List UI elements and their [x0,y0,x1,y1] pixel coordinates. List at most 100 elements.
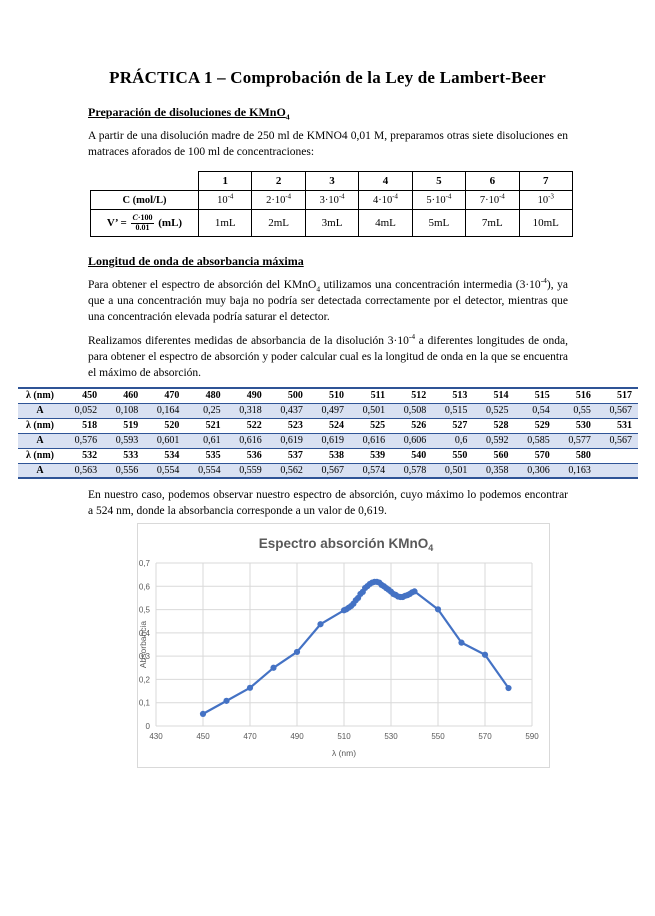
wavelength-value: 536 [226,448,268,463]
paragraph-text: Para obtener el espectro de absorción de… [88,279,317,291]
heading-subscript: 4 [285,112,290,122]
absorbance-value: 0,55 [573,405,591,416]
concentration-value: 4·10-4 [358,190,413,210]
data-point-marker [270,664,277,671]
absorbance-value: 0,562 [280,464,303,476]
absorbance-row-label: A [36,464,44,476]
wavelength-value: 480 [185,388,227,403]
volume-values-row: V’ = C·100 0.01 (mL) 1mL 2mL 3mL 4mL 5mL 7mL 10… [90,209,574,237]
absorbance-value: 0,574 [362,464,386,476]
wavelength-value: 530 [555,418,597,433]
absorption-paragraph-2: Realizamos diferentes medidas de absorba… [88,333,568,381]
y-tick-label: 0,1 [139,699,151,708]
absorbance-value [597,463,638,478]
data-point-marker [505,684,512,692]
volume-value: 2mL [251,209,306,237]
wavelength-value: 450 [62,388,104,403]
absorbance-value: 0,585 [527,435,550,446]
wavelength-value: 538 [308,448,350,463]
fraction-denominator: 0.01 [135,222,150,232]
x-axis-title: λ (nm) [332,748,356,758]
wavelength-value: 527 [432,418,474,433]
wavelength-value: 521 [185,418,227,433]
chemical-subscript: 4 [316,284,321,294]
data-point-marker [434,606,442,613]
exponent: -4 [540,276,547,286]
concentration-value: 3·10-4 [304,190,360,210]
conc-values-row: C (mol/L) 10-4 2·10-4 3·10-4 4·10-4 5·10-4 7·… [90,190,574,210]
wavelength-value: 550 [432,448,474,463]
absorbance-row: A 0,576 0,593 0,601 0,61 0,616 0,619 0,619 0,616… [18,433,638,448]
absorbance-value: 0,437 [280,405,303,416]
wavelength-value: 531 [596,418,638,433]
paragraph-text: Realizamos diferentes medidas de absorba… [88,335,409,347]
volume-value: 1mL [197,209,253,237]
volume-value: 7mL [465,209,520,237]
y-tick-label: 0 [146,722,151,731]
blank-cell [90,171,199,191]
wavelength-value: 500 [267,388,309,403]
absorbance-row-label: A [36,405,44,416]
wavelength-value: 532 [62,448,104,463]
result-paragraph: En nuestro caso, podemos observar nuestr… [88,489,568,517]
absorbance-value: 0,358 [486,464,509,476]
paragraph-text: ), ya que a una concentración muy baja n… [88,279,568,323]
conc-row-label: C (mol/L) [90,190,199,210]
wavelength-value: 460 [103,388,145,403]
column-header: 5 [411,171,467,191]
absorbance-value: 0,563 [74,464,98,476]
absorbance-row: A 0,052 0,108 0,164 0,25 0,318 0,437 0,497 0,501… [18,403,638,418]
y-tick-label: 0,5 [139,606,151,615]
fraction-numerator: C·100 [131,212,154,224]
data-point-marker [317,621,324,628]
absorbance-value: 0,619 [280,435,303,446]
wavelength-value: 515 [514,388,556,403]
absorbance-value: 0,508 [403,405,427,416]
prep-section-heading: Preparación de disoluciones de KMnO4 [88,105,567,122]
y-tick-label: 0,7 [139,559,151,568]
concentration-value: 7·10-4 [465,190,520,210]
wavelength-value: 516 [555,388,597,403]
absorbance-value: 0,108 [115,405,139,416]
wavelength-value: 533 [103,448,145,463]
wavelength-value: 570 [514,448,556,463]
absorbance-value: 0,052 [74,405,98,416]
wavelength-row-label: λ (nm) [18,448,62,463]
wavelength-value: 524 [308,418,350,433]
wavelength-row: λ (nm) 518 519 520 521 522 523 524 525 526 527 528 5… [18,418,638,433]
y-tick-label: 0,6 [139,582,151,591]
wavelength-value: 523 [267,418,309,433]
x-tick-label: 530 [384,732,398,741]
y-axis-title: Absorbancia [138,621,148,669]
wavelength-value: 519 [103,418,145,433]
wavelength-value [596,448,638,463]
absorbance-row: A 0,563 0,556 0,554 0,554 0,559 0,562 0,567 0,57… [18,463,638,478]
volume-value: 3mL [304,209,360,237]
column-header: 2 [251,171,306,191]
wavelength-value: 470 [144,388,186,403]
wavelength-value: 520 [144,418,186,433]
volume-formula-fraction: C·100 0.01 [131,212,154,233]
absorbance-value: 0,318 [239,405,262,416]
absorbance-value: 0,554 [156,464,180,476]
wavelength-value: 534 [144,448,186,463]
absorbance-value: 0,25 [203,405,221,416]
volume-value: 4mL [358,209,413,237]
data-point-marker [223,697,230,704]
volume-value: 5mL [411,209,467,237]
y-tick-label: 0,2 [139,675,151,684]
x-tick-label: 450 [196,732,210,741]
exponent: -4 [408,332,416,342]
y-tick-label: 0,3 [139,652,151,661]
absorbance-value: 0,501 [362,405,386,416]
concentration-value: 5·10-4 [411,190,467,210]
wavelength-value: 513 [432,388,474,403]
absorbance-value: 0,616 [239,435,262,446]
absorbance-value: 0,554 [198,464,221,476]
data-point-marker [246,684,254,691]
wavelength-value: 528 [473,418,515,433]
absorbance-value: 0,501 [444,464,468,476]
absorbance-value: 0,601 [156,435,180,446]
data-point-marker [293,648,301,656]
